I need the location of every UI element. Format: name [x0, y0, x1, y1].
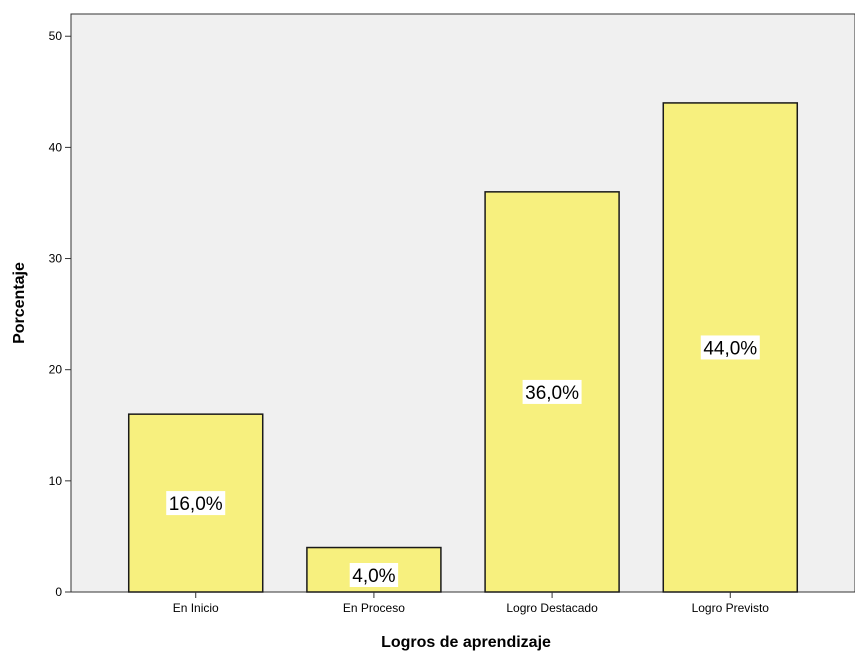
x-axis: En Inicio En Proceso Logro Destacado Logro …	[173, 592, 770, 615]
data-label-background	[349, 563, 399, 587]
y-axis-title: Porcentaje	[11, 262, 28, 344]
x-axis-title: Logros de aprendizaje	[381, 634, 551, 651]
data-label: 44,0%	[703, 338, 757, 359]
x-tick-label: Logro Previsto	[692, 601, 770, 615]
data-label-background	[522, 379, 582, 404]
data-label-background	[700, 335, 760, 360]
y-tick-label: 0	[55, 585, 62, 599]
y-tick-label: 20	[49, 363, 63, 377]
y-axis: 0 10 20 30 40 50	[49, 29, 71, 599]
x-tick-label: En Proceso	[343, 601, 405, 615]
bars: 16,0% 4,0% 36,0% 44,0%	[127, 102, 799, 593]
y-tick-label: 30	[49, 252, 63, 266]
data-label-background	[166, 491, 226, 516]
y-tick-label: 40	[49, 140, 63, 154]
x-tick-label: Logro Destacado	[506, 601, 598, 615]
x-tick-label: En Inicio	[173, 601, 219, 615]
data-label: 4,0%	[352, 566, 395, 587]
data-label: 36,0%	[525, 383, 579, 404]
data-label: 16,0%	[169, 494, 223, 515]
y-tick-label: 10	[49, 474, 63, 488]
y-tick-label: 50	[49, 29, 63, 43]
